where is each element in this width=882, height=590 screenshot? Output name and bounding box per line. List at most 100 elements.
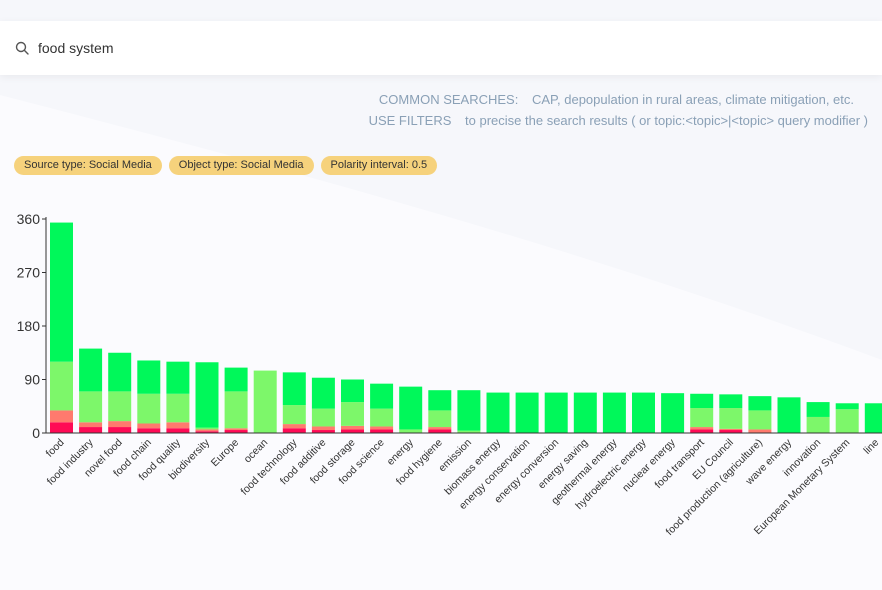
y-tick-label: 90 [24,372,40,388]
bar-segment[interactable] [137,393,161,424]
bar-segment[interactable] [690,427,714,430]
bar-segment[interactable] [370,426,394,430]
bar-segment[interactable] [748,429,772,433]
bar-segment[interactable] [341,425,364,430]
bar-segment[interactable] [864,403,882,433]
bar-segment[interactable] [341,429,364,433]
bar-segment[interactable] [108,427,132,433]
bar-segment[interactable] [370,383,394,409]
bar-segment[interactable] [195,427,219,430]
use-filters-text: to precise the search results ( or topic… [465,113,868,128]
y-tick-label: 0 [32,425,40,441]
bar-segment[interactable] [428,410,452,428]
x-tick-label: food [44,437,67,460]
x-tick-label: Europe [209,437,242,470]
bar-segment[interactable] [311,377,335,409]
bar-segment[interactable] [137,423,161,429]
bar-segment[interactable] [515,392,539,433]
bar-segment[interactable] [748,410,772,430]
active-filters: Source type: Social Media Object type: S… [14,156,438,175]
bar-segment[interactable] [224,430,248,433]
bar-segment[interactable] [806,402,830,417]
bar-segment[interactable] [166,361,190,394]
bar-segment[interactable] [544,392,568,433]
bar-segment[interactable] [50,222,73,362]
bar-segment[interactable] [50,410,73,423]
y-tick-label: 270 [17,265,41,281]
bar-segment[interactable] [253,370,277,433]
filter-chip-polarity[interactable]: Polarity interval: 0.5 [320,156,438,175]
bar-segment[interactable] [806,416,830,433]
bar-segment[interactable] [370,429,394,433]
filter-chip-source-type[interactable]: Source type: Social Media [14,156,162,175]
bar-segment[interactable] [166,393,190,423]
bar-segment[interactable] [690,393,714,409]
bar-segment[interactable] [166,422,190,429]
bar-segment[interactable] [399,386,423,430]
bar-segment[interactable] [195,362,219,428]
bar-segment[interactable] [108,352,132,392]
search-input[interactable] [36,39,640,57]
bar-segment[interactable] [137,360,161,394]
bar-segment[interactable] [224,428,248,431]
search-bar [0,21,882,75]
bar-segment[interactable] [777,397,801,433]
common-searches-links[interactable]: CAP, depopulation in rural areas, climat… [531,92,854,107]
bar-segment[interactable] [282,428,306,433]
bar-segment[interactable] [224,391,248,429]
bar-segment[interactable] [341,379,364,403]
bar-segment[interactable] [399,429,423,433]
use-filters-link[interactable]: USE FILTERS [368,113,452,128]
bar-segment[interactable] [282,372,306,406]
bar-segment[interactable] [195,429,219,432]
common-searches: COMMON SEARCHES: CAP, depopulation in ru… [379,92,854,107]
bar-segment[interactable] [282,405,306,425]
bar-segment[interactable] [282,424,306,429]
bar-segment[interactable] [79,391,103,423]
bar-segment[interactable] [428,427,452,430]
y-tick-label: 180 [17,318,41,334]
bar-segment[interactable] [457,390,481,431]
bar-segment[interactable] [79,348,103,392]
bar-segment[interactable] [457,430,481,433]
common-searches-label: COMMON SEARCHES: [378,92,519,107]
use-filters-hint: USE FILTERS to precise the search result… [369,113,868,128]
bar-segment[interactable] [690,429,714,433]
bar-segment[interactable] [486,392,510,433]
bar-segment[interactable] [311,408,335,427]
bar-segment[interactable] [370,408,394,427]
bar-segment[interactable] [108,421,132,428]
bar-segment[interactable] [50,422,73,433]
bar-segment[interactable] [835,409,859,433]
bar-segment[interactable] [166,428,190,433]
filter-chip-object-type[interactable]: Object type: Social Media [168,156,314,175]
bar-segment[interactable] [835,403,859,410]
bar-segment[interactable] [428,390,452,411]
bar-segment[interactable] [137,428,161,433]
bar-segment[interactable] [602,392,626,433]
search-icon[interactable] [14,40,30,56]
bar-segment[interactable] [690,408,714,428]
bar-segment[interactable] [79,427,103,433]
bar-segment[interactable] [195,431,219,433]
bar-segment[interactable] [661,393,685,433]
bar-segment[interactable] [719,394,743,409]
bar-segment[interactable] [719,430,743,433]
bar-segment[interactable] [573,392,597,433]
bar-segment[interactable] [224,367,248,392]
bar-segment[interactable] [311,430,335,433]
bar-segment[interactable] [108,391,132,422]
bar-segment[interactable] [719,428,743,431]
bar-segment[interactable] [50,361,73,411]
x-tick-label: line [861,437,881,457]
bar-segment[interactable] [341,402,364,426]
bar-segment[interactable] [79,422,103,428]
bar-segment[interactable] [719,408,743,429]
y-tick-label: 360 [17,211,41,227]
bar-segment[interactable] [311,426,335,431]
bar-segment[interactable] [428,429,452,433]
bar-segment[interactable] [632,392,655,433]
bar-segment[interactable] [748,396,772,411]
